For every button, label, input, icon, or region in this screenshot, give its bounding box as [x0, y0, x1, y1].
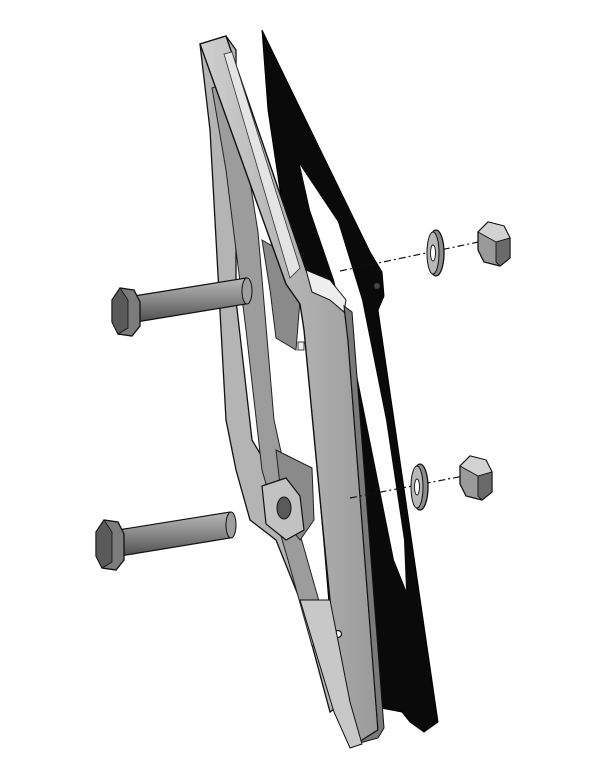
bolt-head-face: [111, 287, 129, 335]
bolt-shank: [117, 511, 235, 557]
frame-boss-hole: [276, 496, 292, 520]
bolt-tip: [225, 511, 237, 539]
nut-side-face: [477, 471, 493, 501]
frame-flange-corner: [305, 269, 347, 313]
frame-flange-lip: [223, 51, 301, 279]
bolt-tip: [241, 277, 253, 305]
washer-hole: [430, 244, 436, 262]
axis-line-upper: [339, 239, 489, 272]
washer-hole: [414, 478, 420, 496]
frame-flange-edge: [343, 304, 385, 745]
gasket-bolt-hole: [374, 283, 380, 289]
nut-top-face: [459, 455, 493, 477]
hex-nut-lower: [459, 455, 493, 501]
gasket-opening: [300, 165, 406, 590]
nut-side-face: [495, 237, 511, 267]
hex-nut-upper: [477, 221, 511, 267]
bolt-head-face: [95, 519, 113, 569]
mounting-frame: [199, 35, 385, 749]
flat-washer-lower: [410, 463, 429, 511]
frame-bottom-tab: [299, 599, 363, 749]
hex-bolt-upper: [111, 277, 253, 337]
frame-slot-upper: [297, 341, 305, 351]
nut-top-face: [477, 221, 511, 243]
flat-washer-upper: [426, 229, 445, 277]
hex-bolt-lower: [95, 511, 237, 571]
